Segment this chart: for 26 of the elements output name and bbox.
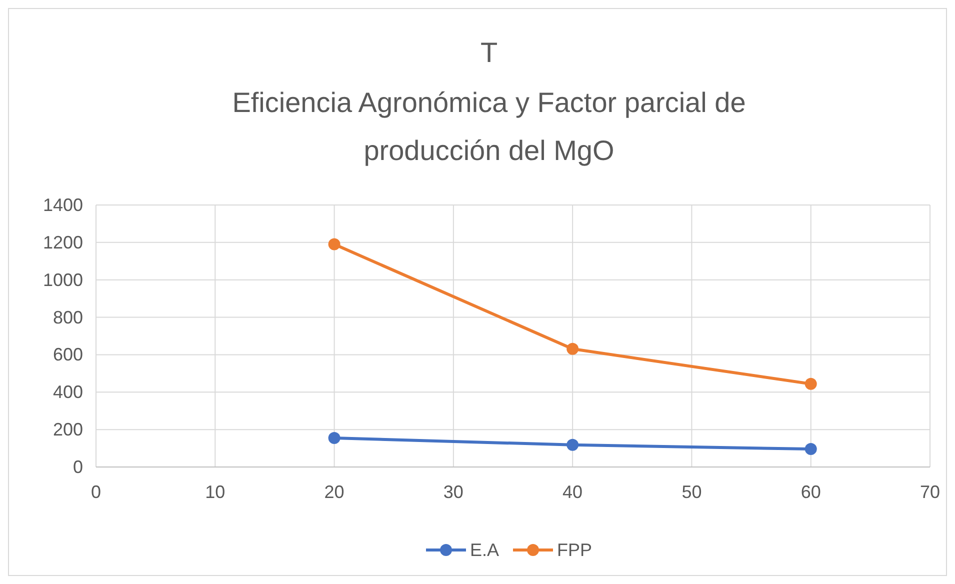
legend-label: E.A xyxy=(470,540,500,560)
x-tick-label: 70 xyxy=(920,482,940,502)
x-tick-label: 50 xyxy=(682,482,702,502)
point xyxy=(328,432,340,444)
point xyxy=(566,438,579,451)
y-tick-label: 400 xyxy=(52,382,83,402)
y-tick-label: 800 xyxy=(52,307,83,328)
y-tick-label: 1400 xyxy=(42,195,83,215)
y-tick-label: 600 xyxy=(52,344,83,365)
chart-title: T xyxy=(480,37,498,68)
x-tick-label: 60 xyxy=(800,482,821,502)
x-tick-label: 20 xyxy=(324,482,344,502)
legend-label: FPP xyxy=(557,540,592,560)
chart-subtitle: Eficiencia Agronómica y Factor parcial de producción del MgO xyxy=(232,87,746,166)
point xyxy=(804,443,817,456)
y-tick-label: 0 xyxy=(72,457,83,477)
y-tick-label: 200 xyxy=(52,420,83,440)
y-tick-label: 1200 xyxy=(42,232,83,252)
y-tick-label: 1000 xyxy=(42,270,83,290)
x-tick-label: 10 xyxy=(205,482,226,502)
point xyxy=(804,378,817,390)
x-tick-label: 0 xyxy=(90,482,102,502)
x-tick-label: 30 xyxy=(443,482,464,502)
x-tick-label: 40 xyxy=(562,482,583,502)
point xyxy=(328,238,340,250)
point xyxy=(566,342,579,355)
